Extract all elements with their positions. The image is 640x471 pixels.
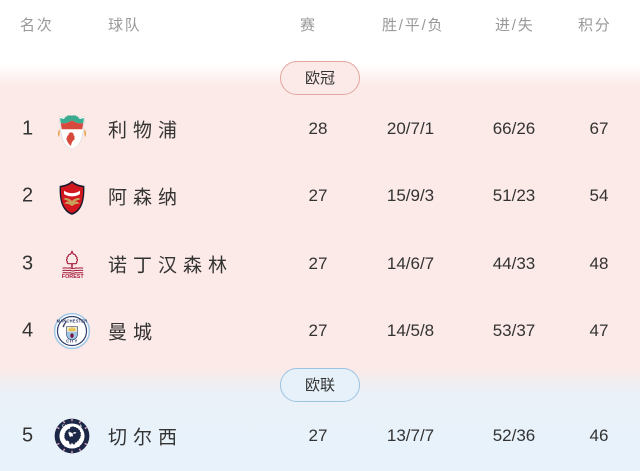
svg-text:MANCHESTER: MANCHESTER (57, 318, 88, 323)
svg-text:FOOTBALL CLUB: FOOTBALL CLUB (64, 445, 80, 448)
svg-text:FOREST: FOREST (62, 274, 85, 280)
